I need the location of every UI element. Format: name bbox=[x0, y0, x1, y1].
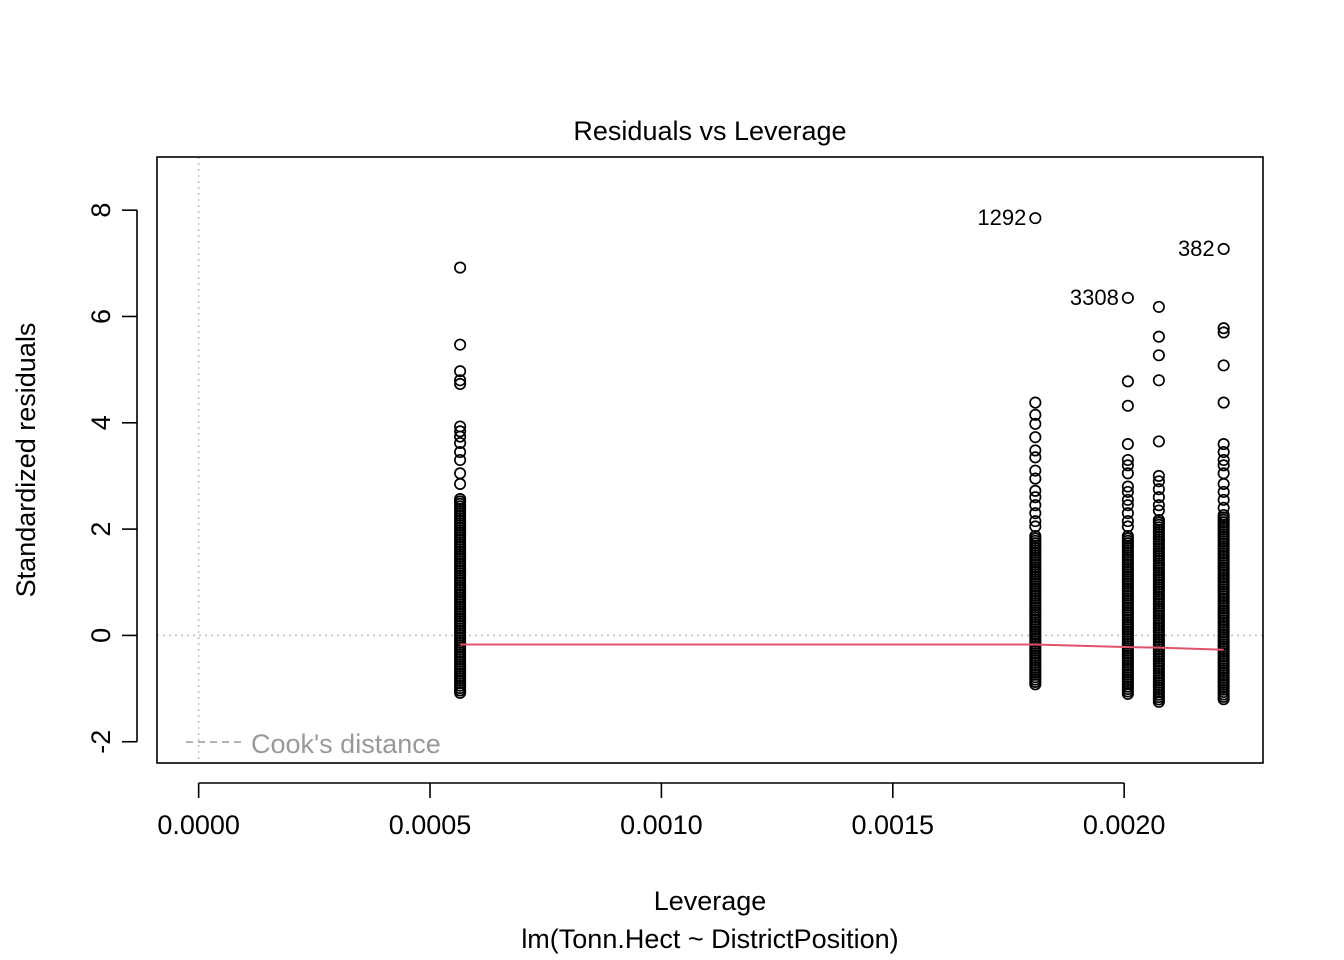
y-tick-label: 2 bbox=[86, 522, 116, 537]
data-point bbox=[454, 338, 467, 351]
outlier-label: 382 bbox=[1178, 236, 1215, 261]
data-point bbox=[454, 377, 467, 391]
data-point bbox=[454, 430, 467, 443]
plot-area: 1292 382 3308 bbox=[157, 157, 1263, 763]
y-axis-label: Standardized residuals bbox=[11, 323, 41, 598]
outlier-label: 1292 bbox=[977, 205, 1026, 230]
y-tick-label: 4 bbox=[86, 415, 116, 430]
data-point bbox=[1152, 504, 1165, 517]
y-tick-label: -2 bbox=[86, 730, 116, 754]
data-point bbox=[1217, 501, 1230, 514]
data-point bbox=[454, 365, 467, 378]
data-point bbox=[1029, 431, 1042, 444]
data-point bbox=[1217, 477, 1230, 490]
data-point bbox=[1029, 520, 1042, 533]
data-point bbox=[1029, 408, 1042, 421]
data-point bbox=[1029, 515, 1042, 528]
data-point bbox=[1217, 493, 1230, 506]
data-point bbox=[1121, 515, 1134, 528]
data-point bbox=[454, 493, 467, 506]
data-point bbox=[1029, 507, 1042, 520]
data-point bbox=[1029, 396, 1042, 409]
data-point bbox=[454, 425, 467, 438]
data-point bbox=[1217, 322, 1230, 335]
data-point bbox=[1029, 472, 1042, 485]
data-point bbox=[1217, 438, 1230, 451]
data-point bbox=[1152, 491, 1165, 504]
data-point bbox=[1121, 493, 1134, 506]
chart-title: Residuals vs Leverage bbox=[573, 116, 846, 146]
data-point bbox=[454, 436, 467, 450]
data-point bbox=[1121, 375, 1134, 388]
data-point bbox=[1029, 444, 1042, 457]
data-point bbox=[454, 477, 467, 490]
data-point bbox=[1217, 453, 1230, 467]
data-point bbox=[1152, 330, 1165, 343]
data-point bbox=[1217, 485, 1230, 498]
data-point bbox=[1217, 359, 1230, 372]
data-point bbox=[1121, 467, 1134, 480]
y-tick-label: 6 bbox=[86, 309, 116, 324]
x-tick-label: 0.0010 bbox=[620, 810, 703, 840]
data-point bbox=[1121, 453, 1134, 467]
data-point bbox=[454, 445, 467, 459]
data-point bbox=[1217, 445, 1230, 459]
data-point bbox=[1121, 480, 1134, 493]
data-point bbox=[1121, 485, 1134, 498]
data-point bbox=[1217, 467, 1230, 480]
x-axis-label: Leverage bbox=[654, 886, 767, 916]
data-point bbox=[1121, 499, 1134, 512]
data-point bbox=[1029, 499, 1042, 512]
data-point bbox=[1121, 399, 1134, 412]
x-tick-label: 0.0000 bbox=[157, 810, 240, 840]
y-tick-label: 0 bbox=[86, 628, 116, 643]
data-point bbox=[1152, 469, 1165, 482]
y-axis: -2 0 2 4 6 8 bbox=[86, 203, 138, 754]
data-point bbox=[1121, 459, 1134, 472]
data-point bbox=[1152, 483, 1165, 496]
x-axis: 0.0000 0.0005 0.0010 0.0015 0.0020 bbox=[157, 782, 1166, 840]
x-tick-label: 0.0015 bbox=[851, 810, 934, 840]
data-point bbox=[454, 467, 467, 480]
data-point bbox=[1217, 459, 1230, 472]
data-point bbox=[454, 261, 467, 274]
data-point bbox=[1217, 326, 1230, 339]
data-point bbox=[454, 374, 467, 387]
data-point bbox=[1217, 396, 1230, 409]
smooth-trend-line bbox=[460, 643, 1224, 651]
x-tick-label: 0.0020 bbox=[1083, 810, 1166, 840]
data-point bbox=[1029, 484, 1042, 497]
data-point bbox=[1029, 464, 1042, 477]
data-point bbox=[1152, 300, 1165, 313]
data-point bbox=[454, 453, 467, 467]
data-point bbox=[1121, 438, 1134, 451]
data-point bbox=[1152, 435, 1165, 448]
cooks-distance-legend: Cook's distance bbox=[186, 729, 441, 759]
data-point bbox=[1121, 291, 1134, 304]
data-point bbox=[1121, 520, 1134, 533]
data-point bbox=[1029, 212, 1042, 225]
data-point bbox=[1152, 374, 1165, 387]
x-tick-label: 0.0005 bbox=[389, 810, 472, 840]
data-point bbox=[1121, 507, 1134, 520]
outlier-label: 3308 bbox=[1070, 285, 1119, 310]
plot-frame bbox=[156, 156, 1264, 764]
data-point bbox=[1029, 491, 1042, 504]
data-point bbox=[1152, 349, 1165, 362]
data-point bbox=[1029, 417, 1042, 430]
data-point bbox=[1152, 475, 1165, 488]
data-point bbox=[1217, 242, 1230, 256]
data-point bbox=[1029, 451, 1042, 464]
data-point bbox=[1217, 508, 1230, 522]
legend-label: Cook's distance bbox=[251, 729, 441, 759]
model-formula-subtitle: lm(Tonn.Hect ~ DistrictPosition) bbox=[521, 924, 898, 954]
y-tick-label: 8 bbox=[86, 203, 116, 218]
data-point bbox=[1152, 499, 1165, 512]
